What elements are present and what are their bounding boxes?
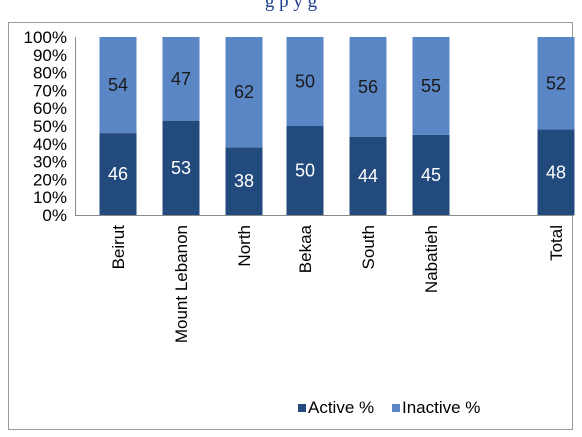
legend-swatch (298, 404, 306, 412)
data-label-active: 53 (171, 158, 191, 178)
legend-label: Active % (308, 398, 374, 417)
y-tick-label: 90% (33, 46, 67, 65)
bar-segment-inactive (349, 37, 387, 137)
y-tick-label: 40% (33, 135, 67, 154)
data-label-inactive: 54 (108, 75, 128, 95)
x-tick-label: South (359, 225, 378, 269)
y-tick-label: 70% (33, 81, 67, 100)
bar-segment-active (286, 126, 324, 215)
data-labels: 46 54 53 47 38 62 50 50 44 56 45 55 48 52 (108, 69, 566, 191)
data-label-active: 38 (234, 171, 254, 191)
y-tick-label: 10% (33, 188, 67, 207)
data-label-active: 45 (421, 165, 441, 185)
data-label-active: 46 (108, 164, 128, 184)
x-tick-label: Mount Lebanon (172, 225, 191, 343)
y-tick-label: 80% (33, 64, 67, 83)
y-axis: 0%10%20%30%40%50%60%70%80%90%100% (24, 28, 76, 225)
legend-label: Inactive % (402, 398, 480, 417)
data-label-inactive: 47 (171, 69, 191, 89)
legend: Active % Inactive % (298, 398, 480, 417)
y-tick-label: 60% (33, 99, 67, 118)
data-label-inactive: 50 (295, 72, 315, 92)
chart-frame (8, 22, 573, 430)
data-label-active: 50 (295, 161, 315, 181)
bar-segment-active (99, 133, 137, 215)
x-tick-label: Bekaa (296, 224, 315, 273)
bar-segment-active (225, 147, 263, 215)
bar-segment-inactive (286, 37, 324, 126)
data-label-active: 44 (358, 166, 378, 186)
bar-segment-active (162, 120, 200, 215)
y-tick-label: 0% (42, 206, 67, 225)
bars (99, 37, 575, 215)
bar-segment-inactive (162, 37, 200, 121)
bar-segment-active (412, 134, 450, 215)
data-label-inactive: 56 (358, 77, 378, 97)
data-label-inactive: 52 (546, 73, 566, 93)
legend-swatch (392, 404, 400, 412)
bar-segment-inactive (537, 37, 575, 130)
bar-segment-inactive (99, 37, 137, 134)
chart-title: g p y g (264, 0, 318, 12)
bar-segment-inactive (412, 37, 450, 135)
data-label-inactive: 62 (234, 82, 254, 102)
x-tick-label: Total (547, 225, 566, 261)
y-tick-label: 20% (33, 170, 67, 189)
y-tick-label: 30% (33, 153, 67, 172)
bar-segment-active (349, 136, 387, 215)
bar-segment-active (537, 129, 575, 215)
x-tick-label: Nabatieh (422, 225, 441, 293)
x-tick-label: Beirut (109, 225, 128, 270)
y-tick-label: 100% (24, 28, 67, 47)
y-tick-label: 50% (33, 117, 67, 136)
data-label-inactive: 55 (421, 76, 441, 96)
chart-title-strip: g p y g (0, 0, 582, 22)
x-axis: Beirut Mount Lebanon North Bekaa South Nabati… (75, 215, 574, 343)
bar-segment-inactive (225, 37, 263, 148)
data-label-active: 48 (546, 162, 566, 182)
x-tick-label: North (235, 225, 254, 267)
